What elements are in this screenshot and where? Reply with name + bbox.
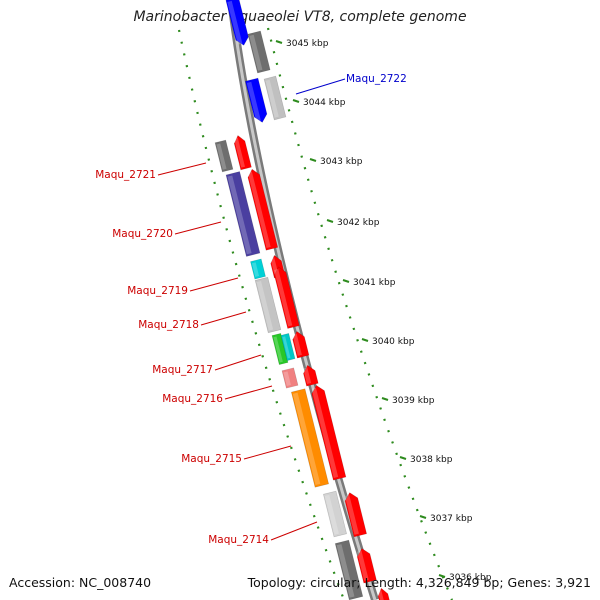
gene-label-maqu_2721[interactable]: Maqu_2721 — [95, 169, 156, 181]
scale-tick-label: 3045 kbp — [286, 39, 329, 49]
gene-features — [214, 0, 390, 600]
gene-label-line — [224, 385, 273, 400]
gene-block-red[interactable] — [246, 168, 279, 251]
gene-label-line — [214, 354, 262, 371]
scale-tick-label: 3040 kbp — [372, 337, 415, 347]
gene-block-red[interactable] — [291, 330, 310, 359]
accession-text: Accession: NC_008740 — [9, 575, 152, 590]
gene-block-red[interactable] — [273, 265, 300, 329]
gene-label-line — [189, 277, 239, 292]
gene-block-red[interactable] — [310, 384, 347, 481]
scale-tick-mark — [342, 279, 350, 283]
scale-tick-mark — [399, 456, 407, 460]
gene-block-green[interactable] — [271, 332, 289, 366]
scale-ticks: 3045 kbp 3044 kbp 3043 kbp 3042 kbp 3041 kbp… — [177, 27, 492, 600]
scale-tick-label: 3042 kbp — [337, 218, 380, 228]
gene-block-grey[interactable] — [334, 539, 364, 600]
scale-tick-mark — [292, 99, 300, 103]
gene-block-pink[interactable] — [281, 367, 299, 389]
gene-label-maqu_2718[interactable]: Maqu_2718 — [138, 319, 199, 331]
gene-label-callouts: Maqu_2722 Maqu_2721 Maqu_2720 Maqu_2719 Maqu… — [95, 73, 407, 546]
gene-label-line — [157, 162, 207, 176]
scale-tick-label: 3044 kbp — [303, 98, 346, 108]
scale-tick-label: 3037 kbp — [430, 514, 473, 524]
gene-block-grey[interactable] — [214, 139, 234, 173]
gene-block-blue[interactable] — [245, 77, 268, 124]
genome-title: Marinobacter aquaeolei VT8, complete gen… — [133, 9, 467, 25]
gene-block-red[interactable] — [376, 587, 390, 600]
scale-tick-mark — [361, 338, 369, 342]
gene-block-red[interactable] — [302, 364, 319, 387]
gene-block-lightgrey[interactable] — [263, 75, 287, 121]
gene-label-line — [270, 521, 318, 541]
scale-tick-label: 3038 kbp — [410, 455, 453, 465]
gene-label-maqu_2716[interactable]: Maqu_2716 — [162, 393, 223, 405]
scale-tick-mark — [419, 515, 427, 519]
gene-block-lightgrey[interactable] — [254, 276, 282, 334]
scale-tick-label: 3036 kbp — [449, 573, 492, 583]
gene-block-grey[interactable] — [247, 30, 271, 74]
scale-tick-mark — [275, 40, 283, 44]
scale-tick-mark — [309, 158, 317, 162]
scale-tick-mark — [326, 219, 334, 223]
gene-block-red[interactable] — [233, 134, 252, 171]
gene-label-line — [200, 311, 247, 326]
gene-label-maqu_2720[interactable]: Maqu_2720 — [112, 228, 173, 240]
gene-label-line — [295, 78, 346, 95]
gene-label-maqu_2717[interactable]: Maqu_2717 — [152, 364, 213, 376]
scale-tick-mark — [438, 574, 446, 578]
scale-tick-mark — [381, 397, 389, 401]
gene-block-lightgrey[interactable] — [323, 490, 347, 538]
scale-tick-label: 3039 kbp — [392, 396, 435, 406]
genome-summary-text: Topology: circular; Length: 4,326,849 bp… — [247, 575, 591, 590]
gene-block-red[interactable] — [343, 491, 367, 538]
scale-tick-label: 3043 kbp — [320, 157, 363, 167]
scale-tick-label: 3041 kbp — [353, 278, 396, 288]
gene-label-line — [243, 445, 292, 460]
gene-label-maqu_2722[interactable]: Maqu_2722 — [346, 73, 407, 85]
gene-label-maqu_2714[interactable]: Maqu_2714 — [208, 534, 269, 546]
gene-block-blue[interactable] — [225, 0, 250, 47]
gene-block-cyan[interactable] — [280, 333, 296, 361]
gene-block-red[interactable] — [356, 547, 377, 584]
gene-block-indigo[interactable] — [225, 171, 261, 257]
gene-label-maqu_2715[interactable]: Maqu_2715 — [181, 453, 242, 465]
gene-label-maqu_2719[interactable]: Maqu_2719 — [127, 285, 188, 297]
gene-block-cyan[interactable] — [250, 258, 266, 280]
gene-label-line — [174, 221, 222, 235]
gene-block-orange[interactable] — [290, 388, 330, 488]
